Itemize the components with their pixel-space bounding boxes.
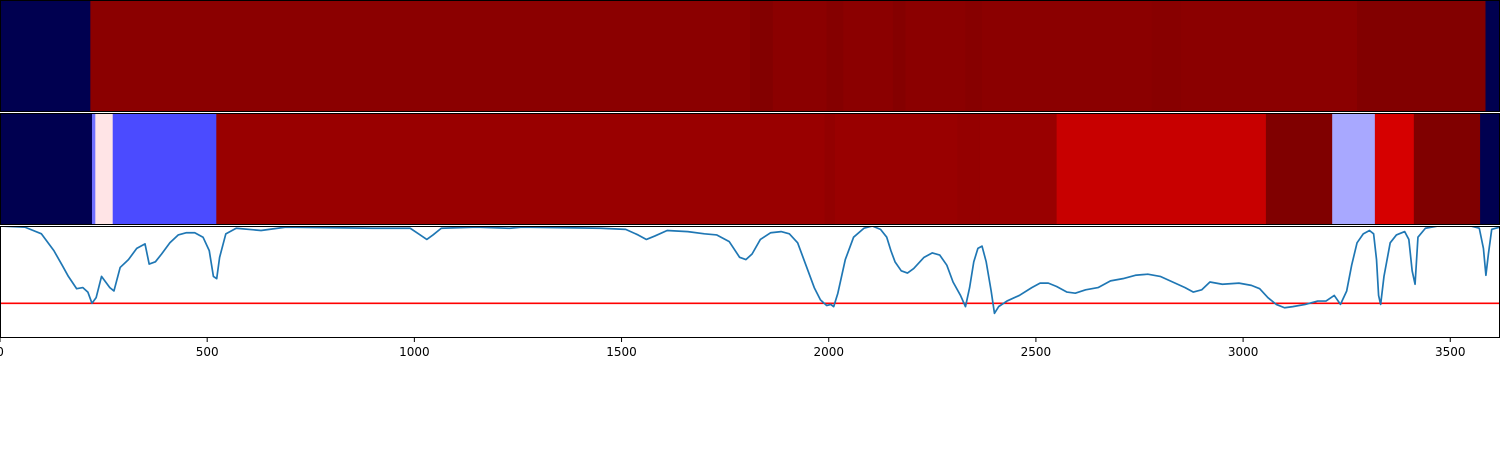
heatmap-cell-1-2 xyxy=(750,0,774,112)
x-tick-label-3: 1500 xyxy=(606,345,637,359)
heatmap-cell-1-1 xyxy=(90,0,751,112)
heatmap-cell-2-5 xyxy=(824,113,836,225)
line-plot-panel xyxy=(0,226,1500,338)
x-tick-label-7: 3500 xyxy=(1435,345,1466,359)
heatmap-cell-2-10 xyxy=(1265,113,1333,225)
heatmap-cell-2-11 xyxy=(1332,113,1376,225)
heatmap-cell-1-5 xyxy=(843,0,894,112)
heatmap-cell-2-2 xyxy=(95,113,114,225)
heatmap-cell-1-9 xyxy=(982,0,1153,112)
heatmap-cell-2-9 xyxy=(1056,113,1267,225)
heatmap-cell-1-12 xyxy=(1357,0,1487,112)
heatmap-cell-2-6 xyxy=(834,113,958,225)
line-panel-background xyxy=(0,226,1500,338)
heatmap-cell-2-4 xyxy=(216,113,826,225)
heatmap-cell-1-11 xyxy=(1180,0,1358,112)
series-line-0 xyxy=(0,226,1500,315)
heatmap-cell-2-0 xyxy=(0,113,93,225)
heatmap-cell-2-7 xyxy=(957,113,981,225)
heatmap-cell-1-13 xyxy=(1485,0,1500,112)
x-tick-label-2: 1000 xyxy=(399,345,430,359)
heatmap-cell-1-4 xyxy=(826,0,844,112)
heatmap-cell-2-13 xyxy=(1413,113,1481,225)
x-tick-label-5: 2500 xyxy=(1021,345,1052,359)
heatmap-cell-1-8 xyxy=(965,0,983,112)
x-tick-label-4: 2000 xyxy=(813,345,844,359)
heatmap-strip-top xyxy=(0,0,1500,112)
heatmap-cell-2-8 xyxy=(979,113,1058,225)
heatmap-cell-2-3 xyxy=(112,113,217,225)
x-tick-label-6: 3000 xyxy=(1228,345,1259,359)
heatmap-cell-1-3 xyxy=(772,0,828,112)
heatmap-cell-1-0 xyxy=(0,0,91,112)
heatmap-cell-2-1 xyxy=(91,113,96,225)
x-tick-label-1: 500 xyxy=(196,345,219,359)
x-axis: 0 500 1000 1500 2000 2500 3000 3500 xyxy=(0,338,1466,359)
heatmap-cell-1-7 xyxy=(905,0,967,112)
x-tick-label-0: 0 xyxy=(0,345,4,359)
heatmap-strip-middle xyxy=(0,113,1500,225)
heatmap-cell-1-10 xyxy=(1151,0,1182,112)
heatmap-cell-2-12 xyxy=(1374,113,1415,225)
heatmap-cell-2-14 xyxy=(1480,113,1500,225)
heatmap-cell-1-6 xyxy=(892,0,906,112)
